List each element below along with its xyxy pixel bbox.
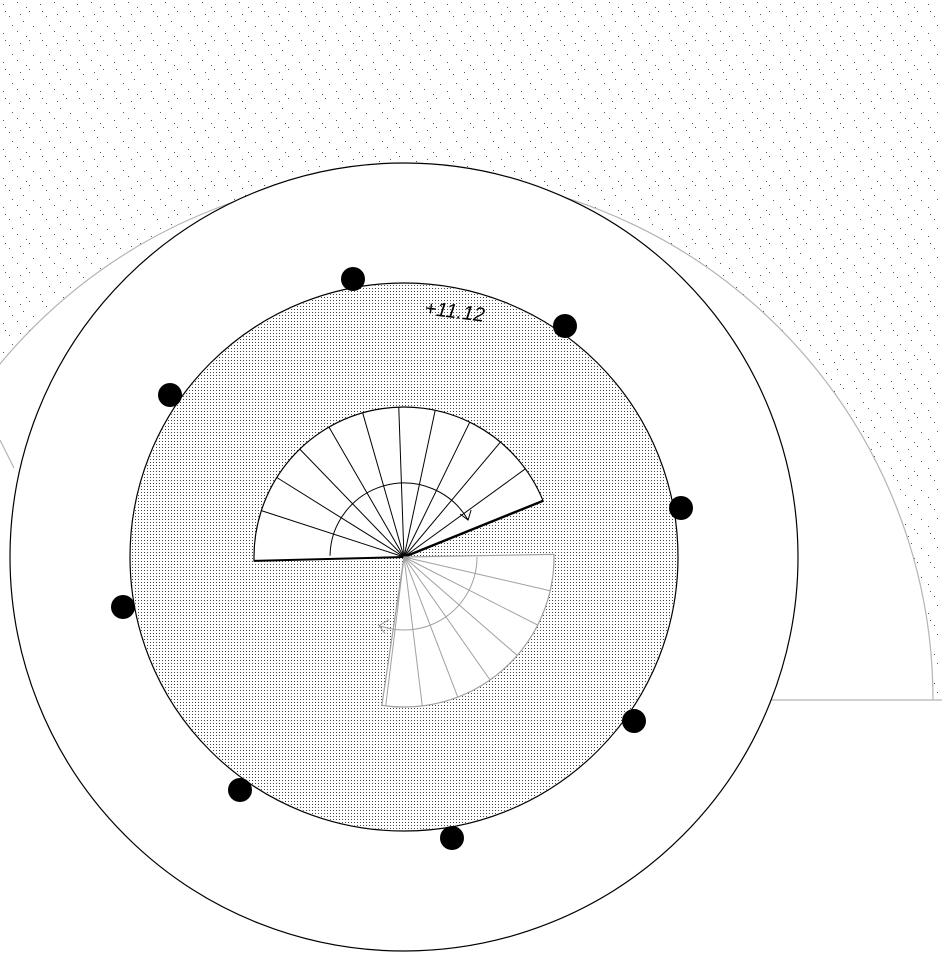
lower-sector-arc bbox=[378, 556, 478, 631]
upper-sector-spoke bbox=[299, 448, 405, 558]
guide-chord bbox=[0, 439, 15, 469]
lower-sector-spoke bbox=[403, 556, 423, 706]
marker-dot bbox=[228, 778, 252, 802]
marker-dot bbox=[622, 709, 646, 733]
upper-sector-spoke bbox=[403, 441, 501, 558]
marker-dot bbox=[669, 496, 693, 520]
marker-dot bbox=[158, 383, 182, 407]
lower-sector-arrowhead bbox=[378, 619, 390, 634]
upper-sector-spoke bbox=[362, 412, 405, 558]
lower-sector-spoke bbox=[403, 556, 518, 656]
upper-sector-spoke bbox=[328, 426, 405, 558]
upper-sector bbox=[253, 406, 544, 562]
upper-sector-face bbox=[253, 406, 544, 562]
marker-dots bbox=[111, 267, 693, 850]
lower-sector-spoke bbox=[385, 556, 405, 706]
upper-sector-spoke bbox=[403, 421, 471, 558]
upper-sector-spoke bbox=[261, 510, 405, 558]
upper-sector-spoke bbox=[403, 410, 436, 558]
marker-dot bbox=[440, 826, 464, 850]
upper-sector-arc bbox=[329, 482, 469, 556]
upper-sector-spoke bbox=[398, 407, 405, 558]
marker-dot bbox=[341, 267, 365, 291]
upper-sector-arrowhead bbox=[459, 509, 472, 521]
lower-sector-spoke bbox=[403, 556, 491, 681]
lower-sector bbox=[378, 553, 555, 708]
lower-sector-spoke bbox=[403, 556, 538, 626]
upper-sector-spoke bbox=[276, 477, 405, 558]
lower-sector-face bbox=[381, 553, 555, 708]
marker-dot bbox=[553, 314, 577, 338]
upper-sector-spoke bbox=[403, 468, 526, 558]
upper-sector-edge bbox=[254, 556, 405, 562]
lower-sector-spoke bbox=[403, 556, 551, 592]
marker-dot bbox=[111, 595, 135, 619]
upper-sector-pointer bbox=[403, 499, 544, 559]
lower-sector-spoke bbox=[403, 556, 459, 698]
